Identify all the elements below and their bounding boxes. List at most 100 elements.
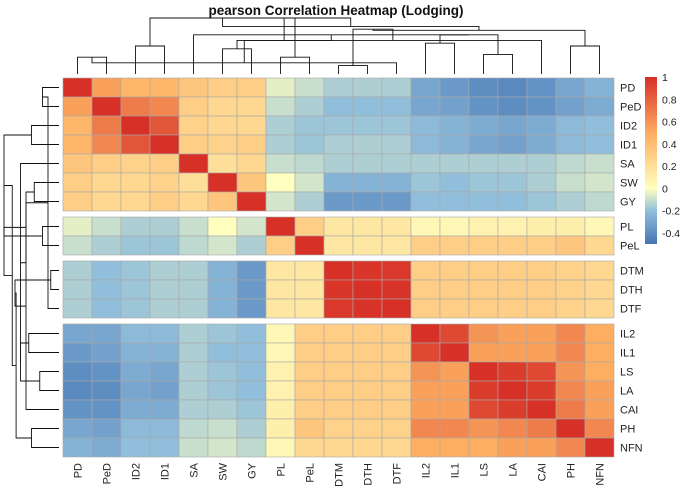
heatmap-cell — [381, 342, 412, 363]
heatmap-cell — [381, 279, 412, 300]
heatmap-cell — [120, 153, 151, 174]
heatmap-cell — [207, 437, 238, 458]
heatmap-cell — [236, 216, 267, 237]
heatmap-cell — [294, 216, 325, 237]
heatmap-cell — [584, 298, 615, 319]
heatmap-cell — [207, 235, 238, 256]
dendrogram-branch — [31, 428, 59, 448]
dendrogram-branch — [20, 163, 59, 362]
heatmap-cell — [555, 399, 586, 420]
heatmap-cell — [120, 399, 151, 420]
heatmap-cell — [439, 323, 470, 344]
heatmap-cell — [236, 77, 267, 98]
heatmap-cell — [352, 77, 383, 98]
heatmap-cell — [178, 77, 209, 98]
heatmap-cell — [381, 96, 412, 117]
heatmap-cell — [555, 96, 586, 117]
heatmap-cell — [178, 342, 209, 363]
dendrogram-branch — [135, 45, 165, 74]
heatmap-cell — [468, 342, 499, 363]
dendrogram-branch — [20, 342, 40, 382]
row-label: LA — [620, 386, 634, 398]
column-label: DTM — [334, 463, 346, 487]
heatmap-cell — [323, 437, 354, 458]
heatmap-cell — [149, 260, 180, 281]
heatmap-cell — [526, 216, 557, 237]
heatmap-cell — [91, 235, 122, 256]
heatmap-cell — [439, 380, 470, 401]
heatmap-cell — [555, 323, 586, 344]
heatmap-cell — [294, 399, 325, 420]
heatmap-cell — [497, 279, 528, 300]
heatmap-cell — [584, 153, 615, 174]
heatmap-cell — [207, 323, 238, 344]
heatmap-cell — [62, 380, 93, 401]
heatmap-cell — [178, 279, 209, 300]
heatmap-cell — [410, 172, 441, 193]
heatmap-cell — [352, 191, 383, 212]
heatmap-cell — [62, 260, 93, 281]
heatmap-cell — [62, 153, 93, 174]
heatmap-cell — [207, 77, 238, 98]
heatmap-cell — [294, 418, 325, 439]
heatmap-cell — [294, 77, 325, 98]
heatmap-cell — [207, 115, 238, 136]
heatmap-cell — [497, 216, 528, 237]
dendrogram-branch — [3, 226, 26, 276]
heatmap-cell — [149, 418, 180, 439]
heatmap-cell — [149, 361, 180, 382]
heatmap-cell — [439, 134, 470, 155]
heatmap-cell — [294, 172, 325, 193]
heatmap-cell — [149, 115, 180, 136]
heatmap-cell — [294, 279, 325, 300]
heatmap-cell — [555, 298, 586, 319]
heatmap-cell — [526, 134, 557, 155]
heatmap-cell — [149, 298, 180, 319]
heatmap-cell — [265, 191, 296, 212]
heatmap-cell — [236, 172, 267, 193]
heatmap-cell — [323, 216, 354, 237]
heatmap-cell — [323, 260, 354, 281]
heatmap-cell — [120, 172, 151, 193]
heatmap-cell — [439, 77, 470, 98]
heatmap-cell — [178, 134, 209, 155]
heatmap-cell — [468, 298, 499, 319]
heatmap-cell — [439, 115, 470, 136]
heatmap-cell — [236, 279, 267, 300]
heatmap-cell — [62, 361, 93, 382]
heatmap-cell — [294, 380, 325, 401]
heatmap-cell — [207, 380, 238, 401]
heatmap-cell — [149, 191, 180, 212]
heatmap-cell — [236, 342, 267, 363]
heatmap-cell — [497, 235, 528, 256]
heatmap-cell — [497, 260, 528, 281]
heatmap-cell — [352, 399, 383, 420]
heatmap-cell — [236, 191, 267, 212]
dendrogram-branch — [33, 182, 59, 202]
heatmap-cell — [584, 260, 615, 281]
column-label: PL — [276, 463, 288, 476]
heatmap-cell — [352, 361, 383, 382]
heatmap-cell — [526, 153, 557, 174]
heatmap-cell — [468, 437, 499, 458]
color-legend-tick: 0 — [662, 183, 668, 195]
heatmap-cell — [323, 298, 354, 319]
heatmap-cell — [294, 298, 325, 319]
row-label: PL — [620, 222, 633, 234]
heatmap-cell — [323, 361, 354, 382]
heatmap-cell — [236, 437, 267, 458]
column-label: ID1 — [160, 463, 172, 480]
heatmap-cell — [178, 115, 209, 136]
heatmap-cell — [149, 342, 180, 363]
column-label: NFN — [595, 463, 607, 486]
heatmap-cell — [236, 361, 267, 382]
heatmap-cell — [178, 380, 209, 401]
heatmap-cell — [468, 361, 499, 382]
heatmap-cell — [207, 191, 238, 212]
dendrogram-branch — [372, 29, 586, 46]
heatmap-cell — [323, 191, 354, 212]
heatmap-cell — [526, 418, 557, 439]
heatmap-cell — [526, 279, 557, 300]
heatmap-cell — [323, 279, 354, 300]
heatmap-cell — [178, 399, 209, 420]
